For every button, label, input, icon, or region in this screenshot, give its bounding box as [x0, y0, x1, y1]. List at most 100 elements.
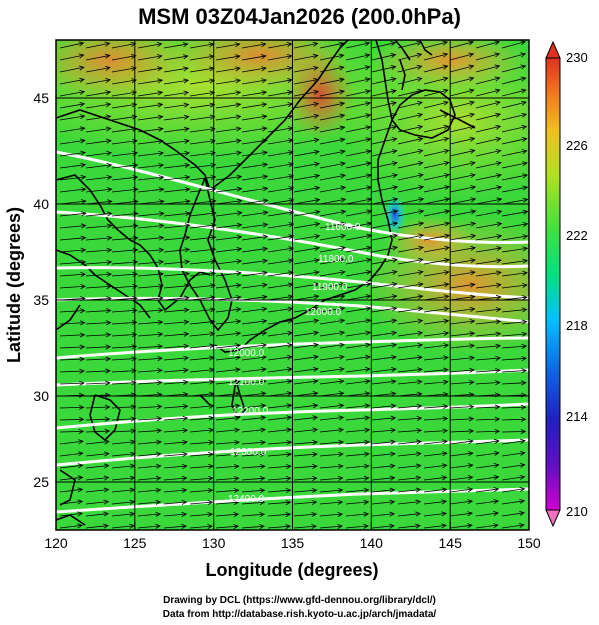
wind-vector — [85, 465, 109, 469]
y-tick-labels: 25 30 35 40 45 — [33, 90, 49, 490]
wind-vector — [319, 126, 345, 133]
wind-vector — [267, 211, 294, 217]
wind-vector — [293, 139, 319, 145]
wind-vector — [137, 249, 164, 253]
wind-vector-head — [311, 487, 318, 493]
wind-vector — [241, 43, 266, 49]
wind-vector-head — [129, 523, 135, 529]
wind-vector — [111, 140, 138, 145]
wind-vector — [241, 223, 268, 229]
wind-vector-head — [157, 331, 164, 337]
wind-vector-head — [78, 392, 85, 398]
wind-vector — [293, 67, 318, 73]
wind-vector — [189, 405, 214, 409]
wind-vector-head — [391, 354, 397, 360]
wind-vector — [423, 381, 448, 385]
wind-vector — [449, 222, 476, 229]
wind-vector-head — [521, 100, 527, 106]
wind-vector-head — [314, 233, 321, 239]
wind-vector-head — [207, 463, 214, 469]
wind-vector — [241, 79, 267, 85]
wind-vector-head — [521, 124, 528, 130]
wind-vector — [189, 321, 215, 325]
wind-vector — [189, 489, 213, 493]
wind-vector — [475, 138, 501, 145]
wind-vector-head — [182, 379, 189, 385]
wind-vector-head — [288, 210, 295, 216]
wind-vector — [111, 382, 136, 385]
wind-vector — [423, 512, 447, 517]
wind-vector — [371, 162, 397, 169]
wind-vector — [111, 333, 137, 337]
wind-vector — [241, 284, 267, 289]
wind-vector — [319, 489, 343, 493]
wind-vector — [449, 476, 473, 481]
wind-vector-head — [365, 282, 372, 288]
wind-vector — [137, 43, 162, 49]
wind-vector-head — [444, 233, 451, 239]
wind-vector-head — [260, 367, 267, 373]
wind-vector-head — [261, 342, 268, 348]
wind-vector-head — [157, 66, 163, 72]
wind-vector-head — [77, 487, 84, 493]
wind-vector-head — [156, 428, 163, 434]
wind-vector-head — [496, 233, 503, 239]
wind-vector-head — [286, 42, 293, 47]
wind-vector-head — [390, 53, 397, 58]
wind-vector — [163, 79, 189, 85]
wind-vector-head — [79, 356, 86, 362]
wind-vector-head — [157, 126, 164, 132]
wind-vector-head — [131, 78, 138, 84]
wind-vector-head — [493, 462, 500, 469]
wind-vector-head — [235, 66, 241, 72]
wind-vector-head — [158, 175, 165, 181]
wind-vector — [59, 273, 86, 277]
wind-vector-head — [495, 100, 501, 106]
wind-vector-head — [339, 113, 346, 119]
wind-vector — [111, 176, 138, 181]
wind-vector-head — [314, 161, 320, 167]
wind-vector-head — [236, 222, 243, 228]
y-tick-label: 35 — [33, 292, 49, 308]
height-contours — [56, 150, 529, 514]
wind-vector-head — [340, 197, 347, 203]
wind-vector — [163, 417, 188, 421]
wind-vector — [423, 464, 447, 469]
wind-vector-head — [495, 136, 502, 142]
wind-vector — [111, 116, 137, 121]
wind-vector — [241, 513, 265, 517]
wind-vector — [449, 296, 475, 301]
x-tick-label: 120 — [44, 535, 68, 551]
wind-vector — [475, 223, 502, 229]
wind-vector-head — [493, 487, 500, 493]
wind-vector-head — [417, 136, 424, 142]
wind-vector-head — [441, 499, 448, 505]
wind-vector — [423, 405, 448, 409]
wind-vector-head — [286, 54, 293, 60]
contour-label: 11600.0 — [325, 222, 361, 233]
wind-vector-head — [339, 306, 346, 312]
wind-vector — [423, 186, 450, 193]
wind-vector — [319, 162, 346, 169]
wind-vector — [163, 236, 190, 241]
wind-vector — [475, 77, 500, 85]
wind-vector-head — [233, 487, 240, 494]
wind-vector-head — [468, 428, 475, 434]
wind-vector-head — [79, 102, 86, 108]
wind-vector — [345, 66, 370, 73]
wind-vector-head — [131, 102, 138, 108]
wind-vector — [111, 43, 136, 49]
wind-vector — [293, 465, 317, 469]
wind-vector — [85, 285, 112, 289]
wind-vector-head — [391, 269, 398, 275]
wind-vector-head — [182, 403, 189, 409]
wind-vector-head — [79, 320, 86, 326]
wind-vector-head — [390, 367, 397, 373]
wind-vector-head — [470, 245, 477, 251]
wind-vector-head — [104, 65, 111, 71]
wind-vector-head — [520, 438, 526, 444]
wind-vector-head — [285, 475, 292, 482]
wind-vector-head — [390, 403, 397, 409]
wind-vector-head — [313, 342, 319, 348]
wind-vector — [137, 369, 163, 373]
